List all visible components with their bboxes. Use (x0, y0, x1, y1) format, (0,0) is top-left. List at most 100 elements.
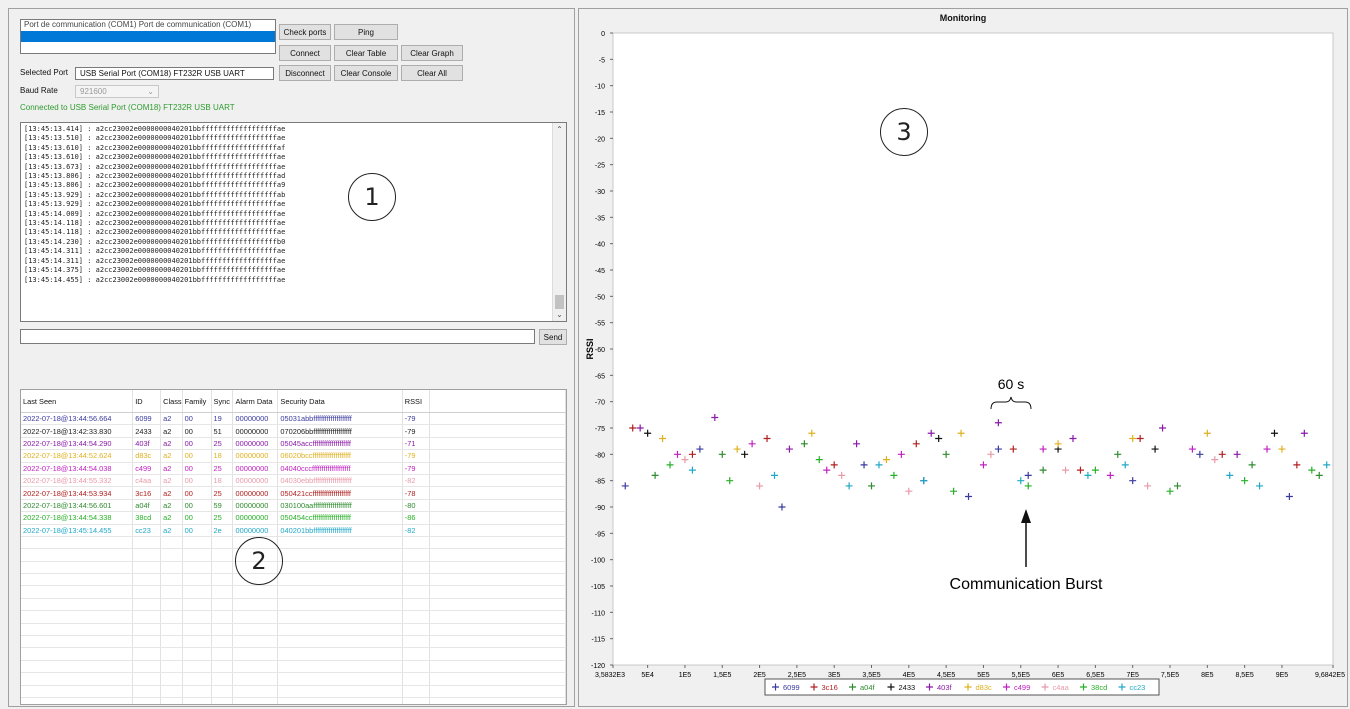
serial-console[interactable]: [13:45:13.414] : a2cc23002e0000000040201… (20, 122, 567, 322)
data-point-403f (927, 429, 935, 437)
data-point-3c16 (1136, 435, 1144, 443)
col-header-last-seen[interactable]: Last Seen (21, 390, 134, 413)
table-cell-empty (211, 697, 234, 704)
check-ports-button[interactable]: Check ports (279, 24, 331, 40)
col-header-alarm-data[interactable]: Alarm Data (232, 390, 279, 413)
table-cell-empty (211, 598, 234, 612)
table-row[interactable]: 2022-07-18@13:44:55.332 c4aa a2 00 18 0000000… (21, 474, 566, 488)
col-header-security-data[interactable]: Security Data (277, 390, 403, 413)
table-cell-empty (232, 610, 279, 624)
y-tick-label: -45 (595, 268, 605, 275)
table-row[interactable]: 2022-07-18@13:44:54.038 c499 a2 00 25 0000000… (21, 462, 566, 475)
selected-port-field[interactable]: USB Serial Port (COM18) FT232R USB UART (75, 67, 274, 80)
console-line: [13:45:14.230] : a2cc23002e0000000040201… (24, 237, 286, 246)
scroll-down-icon[interactable]: ⌄ (556, 310, 563, 319)
clear-console-button[interactable]: Clear Console (334, 65, 398, 81)
table-cell-filler (429, 524, 566, 537)
table-cell-empty (160, 598, 183, 612)
table-cell-empty (21, 561, 134, 575)
data-point-2433 (935, 435, 943, 443)
table-cell-empty (182, 573, 212, 587)
table-cell: 05045accffffffffffffffffffff (277, 437, 403, 451)
data-point-cc23 (770, 471, 778, 479)
table-cell-empty (160, 610, 183, 624)
table-row-empty (21, 573, 566, 587)
baud-rate-select[interactable]: 921600 ⌄ (75, 85, 159, 98)
table-cell-empty (232, 697, 279, 704)
console-line: [13:45:14.311] : a2cc23002e0000000040201… (24, 256, 286, 265)
table-cell-empty (211, 660, 234, 674)
table-row[interactable]: 2022-07-18@13:44:52.624 d83c a2 00 18 0000000… (21, 449, 566, 463)
table-row-empty (21, 635, 566, 649)
y-tick-label: -95 (595, 531, 605, 538)
interval-brace (990, 396, 1032, 410)
y-axis-label: RSSI (585, 338, 595, 359)
console-line: [13:45:13.929] : a2cc23002e0000000040201… (24, 190, 286, 199)
col-header-rssi[interactable]: RSSI (402, 390, 430, 413)
table-cell: 00000000 (232, 524, 279, 537)
scrollbar-thumb[interactable] (555, 295, 564, 309)
table-cell: 2022-07-18@13:44:56.601 (21, 499, 134, 513)
rssi-chart[interactable]: 0 -5 -10 -15 -20 -25 -30 -35 -40 -45 -50 -55 -60 -65 -… (579, 9, 1347, 706)
chart-title: Monitoring (939, 13, 987, 23)
table-row[interactable]: 2022-07-18@13:44:53.934 3c16 a2 00 25 0000000… (21, 486, 566, 500)
table-cell: a2 (160, 499, 183, 513)
table-row[interactable]: 2022-07-18@13:44:54.338 38cd a2 00 25 0000000… (21, 511, 566, 525)
table-cell: 00 (182, 462, 212, 475)
data-point-403f (636, 424, 644, 432)
table-row[interactable]: 2022-07-18@13:45:14.455 cc23 a2 00 2e 0000000… (21, 524, 566, 537)
table-cell-empty (277, 672, 403, 686)
port-list-item[interactable]: Port de communication (COM1) Port de com… (24, 20, 252, 29)
col-header-sync[interactable]: Sync (211, 390, 234, 413)
table-cell: -79 (402, 412, 430, 426)
table-cell: c4aa (132, 474, 162, 488)
connection-status-text: Connected to USB Serial Port (COM18) FT2… (20, 103, 235, 112)
clear-all-button[interactable]: Clear All (401, 65, 463, 81)
legend-label-a04f: a04f (860, 683, 876, 692)
table-cell-empty (160, 635, 183, 649)
console-scrollbar[interactable]: ⌃ ⌄ (552, 123, 566, 321)
table-cell: 2e (211, 524, 234, 537)
plot-area[interactable] (612, 32, 1334, 666)
send-button[interactable]: Send (539, 329, 567, 345)
send-input[interactable] (20, 329, 535, 344)
port-list-selected-item[interactable] (21, 31, 275, 42)
table-row[interactable]: 2022-07-18@13:44:54.290 403f a2 00 25 0000000… (21, 437, 566, 451)
clear-graph-button[interactable]: Clear Graph (401, 45, 463, 61)
table-row[interactable]: 2022-07-18@13:44:56.601 a04f a2 00 59 0000000… (21, 499, 566, 513)
table-cell-empty (182, 610, 212, 624)
legend-label-d83c: d83c (976, 683, 993, 692)
y-tick-label: -90 (595, 505, 605, 512)
table-cell: 2022-07-18@13:45:14.455 (21, 524, 134, 537)
col-header-family[interactable]: Family (182, 390, 212, 413)
col-header-id[interactable]: ID (132, 390, 162, 413)
data-point-c499 (673, 450, 681, 458)
port-list[interactable]: Port de communication (COM1) Port de com… (20, 19, 276, 54)
data-point-38cd (1166, 487, 1174, 495)
disconnect-button[interactable]: Disconnect (279, 65, 331, 81)
legend-label-cc23: cc23 (1130, 683, 1146, 692)
clear-table-button[interactable]: Clear Table (334, 45, 398, 61)
table-cell-empty (182, 536, 212, 550)
control-panel: Port de communication (COM1) Port de com… (8, 8, 575, 707)
connect-button[interactable]: Connect (279, 45, 331, 61)
table-row[interactable]: 2022-07-18@13:44:56.664 6099 a2 00 19 0000000… (21, 412, 566, 426)
data-point-c4aa (838, 471, 846, 479)
table-cell-empty (402, 548, 430, 562)
console-line: [13:45:14.118] : a2cc23002e0000000040201… (24, 219, 286, 228)
col-header-filler (429, 390, 566, 413)
table-cell-empty (429, 573, 566, 587)
y-tick-label: -65 (595, 373, 605, 380)
table-row[interactable]: 2022-07-18@13:42:33.830 2433 a2 00 51 0000000… (21, 424, 566, 438)
table-cell: 00 (182, 499, 212, 513)
table-cell-empty (402, 697, 430, 704)
table-cell-empty (160, 623, 183, 637)
ping-button[interactable]: Ping (334, 24, 398, 40)
table-cell-empty (232, 585, 279, 599)
table-cell-empty (211, 672, 234, 686)
table-cell-empty (402, 573, 430, 587)
table-cell: 00 (182, 524, 212, 537)
scroll-up-icon[interactable]: ⌃ (556, 125, 563, 134)
data-point-d83c (659, 435, 667, 443)
col-header-class[interactable]: Class (160, 390, 183, 413)
